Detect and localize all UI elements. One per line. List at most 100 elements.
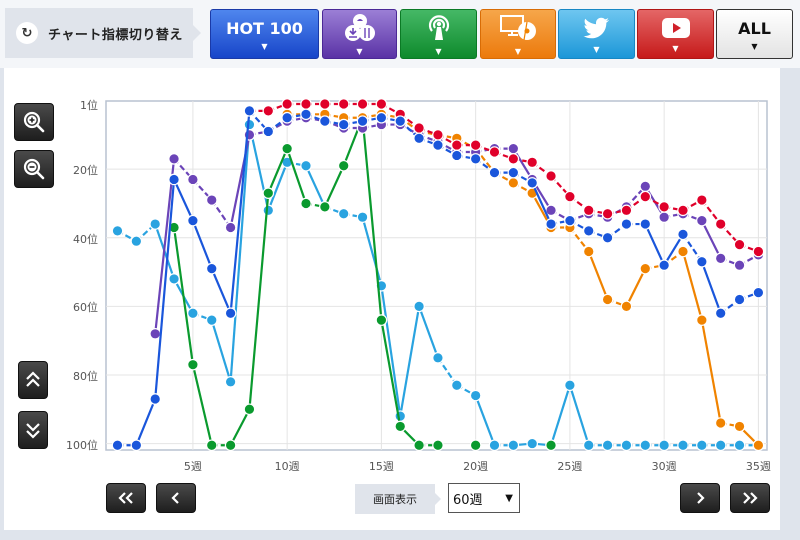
- data-point[interactable]: [545, 439, 557, 452]
- data-point[interactable]: [187, 173, 199, 186]
- data-point[interactable]: [733, 293, 746, 306]
- data-point[interactable]: [601, 293, 614, 306]
- data-point[interactable]: [262, 204, 275, 217]
- data-point[interactable]: [168, 173, 180, 186]
- data-point[interactable]: [432, 129, 444, 141]
- data-point[interactable]: [601, 439, 614, 452]
- next-page-button[interactable]: [680, 483, 720, 513]
- data-point[interactable]: [733, 420, 746, 433]
- data-point[interactable]: [319, 98, 331, 110]
- data-point[interactable]: [394, 420, 407, 433]
- data-point[interactable]: [394, 115, 407, 127]
- data-point[interactable]: [356, 115, 369, 127]
- data-point[interactable]: [582, 204, 595, 217]
- data-point[interactable]: [205, 439, 218, 452]
- data-point[interactable]: [205, 194, 218, 206]
- data-point[interactable]: [149, 393, 161, 405]
- data-point[interactable]: [300, 108, 312, 121]
- tab-radio[interactable]: ▼: [400, 9, 477, 59]
- data-point[interactable]: [356, 98, 369, 110]
- display-range-select[interactable]: 60週 ▼: [448, 483, 520, 513]
- data-point[interactable]: [658, 259, 670, 272]
- tab-hot100[interactable]: HOT 100 ▼: [210, 9, 319, 59]
- data-point[interactable]: [300, 98, 312, 110]
- data-point[interactable]: [582, 225, 595, 237]
- data-point[interactable]: [450, 139, 463, 151]
- data-point[interactable]: [262, 125, 275, 138]
- data-point[interactable]: [450, 379, 463, 392]
- data-point[interactable]: [658, 211, 670, 223]
- first-page-button[interactable]: [106, 483, 146, 513]
- prev-page-button[interactable]: [156, 483, 196, 513]
- data-point[interactable]: [488, 439, 501, 452]
- data-point[interactable]: [262, 187, 275, 199]
- data-point[interactable]: [564, 379, 576, 392]
- data-point[interactable]: [375, 111, 388, 124]
- data-point[interactable]: [752, 245, 765, 258]
- data-point[interactable]: [319, 115, 331, 127]
- data-point[interactable]: [677, 204, 689, 217]
- data-point[interactable]: [432, 352, 444, 364]
- data-point[interactable]: [469, 139, 482, 151]
- data-point[interactable]: [601, 231, 614, 244]
- data-point[interactable]: [205, 314, 218, 326]
- data-point[interactable]: [130, 235, 143, 247]
- data-point[interactable]: [714, 252, 727, 265]
- data-point[interactable]: [149, 218, 161, 230]
- data-point[interactable]: [224, 307, 237, 320]
- data-point[interactable]: [356, 211, 369, 223]
- data-point[interactable]: [733, 439, 746, 452]
- data-point[interactable]: [168, 153, 180, 165]
- data-point[interactable]: [413, 300, 425, 313]
- data-point[interactable]: [507, 153, 520, 165]
- data-point[interactable]: [714, 439, 727, 452]
- data-point[interactable]: [507, 439, 520, 452]
- data-point[interactable]: [714, 417, 727, 429]
- data-point[interactable]: [639, 190, 652, 203]
- data-point[interactable]: [413, 122, 425, 134]
- data-point[interactable]: [677, 228, 689, 241]
- data-point[interactable]: [677, 245, 689, 258]
- data-point[interactable]: [130, 439, 143, 452]
- data-point[interactable]: [658, 439, 670, 452]
- data-point[interactable]: [187, 307, 199, 320]
- data-point[interactable]: [187, 358, 199, 371]
- tab-all[interactable]: ALL ▼: [716, 9, 793, 59]
- data-point[interactable]: [111, 225, 124, 237]
- data-point[interactable]: [696, 255, 708, 268]
- data-point[interactable]: [733, 238, 746, 251]
- data-point[interactable]: [224, 376, 237, 388]
- data-point[interactable]: [224, 221, 237, 234]
- data-point[interactable]: [281, 142, 293, 155]
- zoom-out-button[interactable]: [14, 150, 54, 188]
- data-point[interactable]: [149, 328, 161, 340]
- data-point[interactable]: [714, 307, 727, 320]
- data-point[interactable]: [488, 146, 501, 158]
- data-point[interactable]: [601, 207, 614, 220]
- data-point[interactable]: [337, 98, 350, 110]
- data-point[interactable]: [488, 166, 501, 179]
- data-point[interactable]: [205, 262, 218, 275]
- tab-download-streaming[interactable]: ▼: [322, 9, 397, 59]
- data-point[interactable]: [319, 201, 331, 213]
- data-point[interactable]: [620, 300, 633, 313]
- data-point[interactable]: [526, 156, 538, 169]
- data-point[interactable]: [224, 439, 237, 452]
- data-point[interactable]: [696, 214, 708, 227]
- data-point[interactable]: [262, 105, 275, 117]
- data-point[interactable]: [696, 439, 708, 452]
- data-point[interactable]: [450, 149, 463, 162]
- data-point[interactable]: [413, 439, 425, 452]
- data-point[interactable]: [375, 98, 388, 110]
- data-point[interactable]: [375, 314, 388, 326]
- scroll-down-button[interactable]: [18, 411, 48, 449]
- data-point[interactable]: [658, 201, 670, 213]
- data-point[interactable]: [620, 218, 633, 230]
- data-point[interactable]: [469, 153, 482, 165]
- data-point[interactable]: [564, 214, 576, 227]
- tab-pc-cd[interactable]: ▼: [480, 9, 556, 59]
- data-point[interactable]: [696, 194, 708, 206]
- data-point[interactable]: [564, 190, 576, 203]
- data-point[interactable]: [752, 439, 765, 452]
- data-point[interactable]: [582, 245, 595, 258]
